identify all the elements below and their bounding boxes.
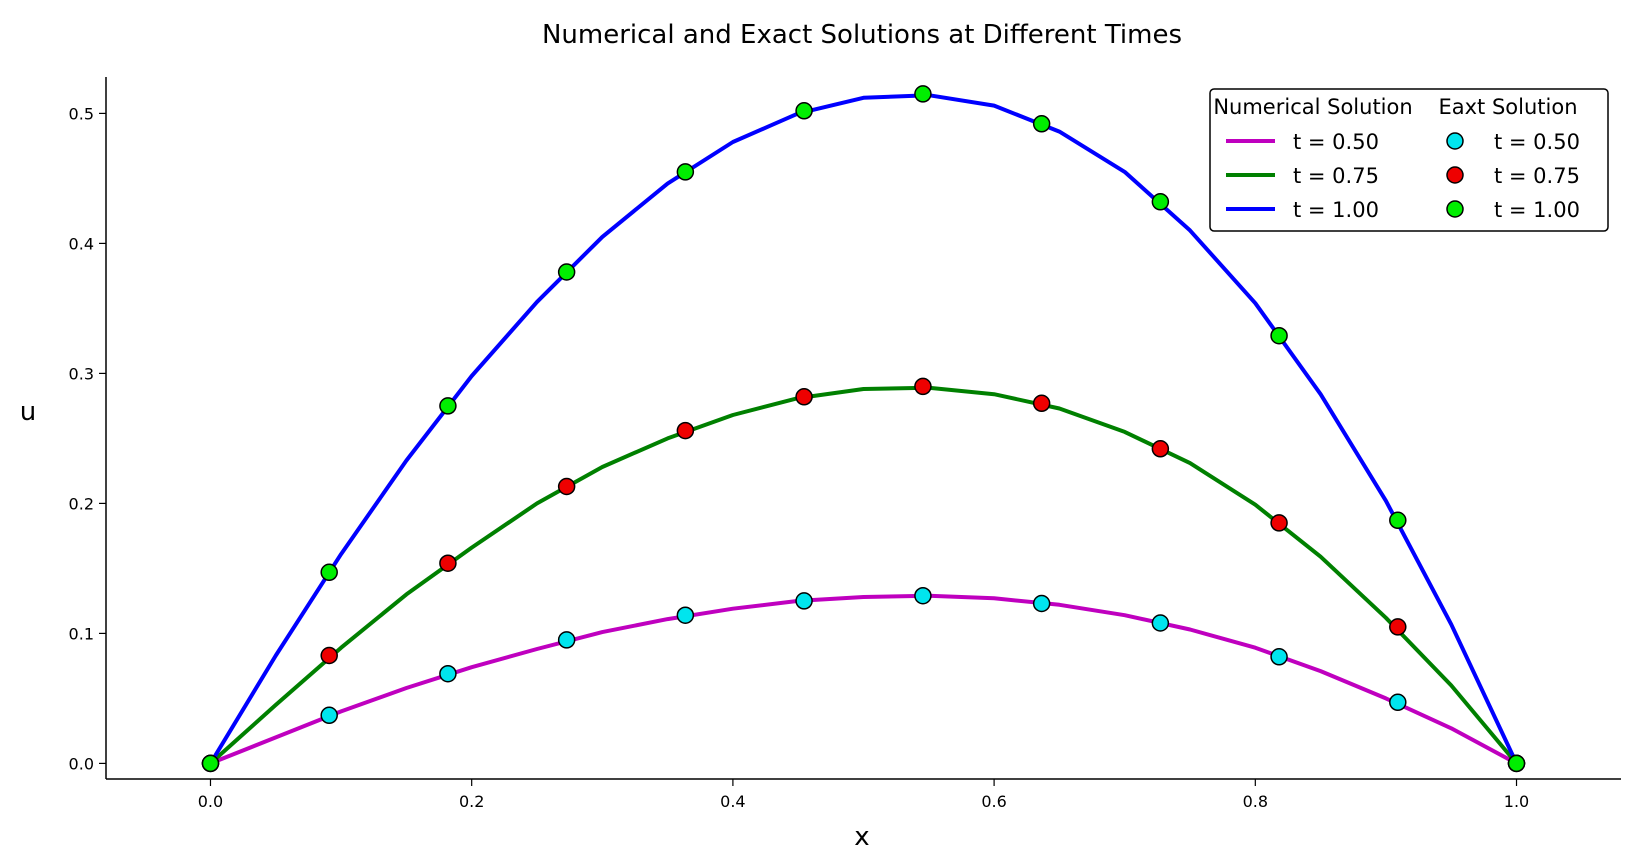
exact-point-t100 <box>1270 326 1288 345</box>
exact-point-t075 <box>439 554 457 572</box>
legend-marker-t050 <box>1446 132 1464 150</box>
y-tick-label: 0.5 <box>69 104 94 123</box>
legend: Numerical Solution Eaxt Solution t = 0.5… <box>1209 88 1609 232</box>
exact-point-t050 <box>1389 693 1407 712</box>
legend-label-numerical-t075: t = 0.75 <box>1293 164 1379 188</box>
exact-point-t075 <box>676 421 695 440</box>
exact-point-t050 <box>1151 614 1170 632</box>
numerical-line-t050 <box>208 593 1519 766</box>
numerical-line-t100 <box>208 93 1519 766</box>
exact-point-t100 <box>914 85 932 103</box>
exact-point-t100 <box>676 163 695 181</box>
chart-title: Numerical and Exact Solutions at Differe… <box>542 20 1182 50</box>
x-tick-label: 0.4 <box>720 792 745 811</box>
exact-point-t100 <box>320 563 338 582</box>
exact-point-t050 <box>1032 594 1051 613</box>
y-tick-label: 0.3 <box>69 364 94 383</box>
exact-point-t100 <box>795 102 813 120</box>
legend-label-exact-t075: t = 0.75 <box>1494 164 1580 188</box>
x-ticks: 0.0 0.2 0.4 0.6 0.8 1.0 <box>198 779 1529 811</box>
axes <box>105 77 1621 780</box>
exact-point-t075 <box>914 377 932 396</box>
legend-marker-t075 <box>1446 166 1464 184</box>
exact-point-t050 <box>439 664 457 683</box>
exact-point-t075 <box>1151 440 1170 458</box>
exact-point-t100 <box>1507 754 1526 773</box>
exact-point-t050 <box>914 586 932 605</box>
legend-label-exact-t100: t = 1.00 <box>1494 198 1580 222</box>
legend-label-numerical-t050: t = 0.50 <box>1293 130 1379 154</box>
legend-title-numerical: Numerical Solution <box>1213 95 1412 119</box>
x-tick-label: 1.0 <box>1504 792 1529 811</box>
exact-point-t100 <box>1032 115 1051 133</box>
y-tick-label: 0.2 <box>69 494 94 513</box>
legend-marker-t100 <box>1446 200 1464 218</box>
exact-point-t050 <box>795 592 813 610</box>
exact-point-t075 <box>1270 514 1288 532</box>
y-ticks: 0.0 0.1 0.2 0.3 0.4 0.5 <box>69 104 106 773</box>
y-axis-label: u <box>20 397 36 427</box>
legend-label-exact-t050: t = 0.50 <box>1494 130 1580 154</box>
exact-point-t050 <box>1270 648 1288 666</box>
x-axis-label: x <box>854 822 869 852</box>
exact-point-t100 <box>439 397 457 415</box>
exact-point-t075 <box>1032 394 1051 413</box>
y-tick-label: 0.0 <box>69 754 94 773</box>
legend-frame <box>1209 88 1609 232</box>
exact-point-t075 <box>320 646 338 665</box>
exact-point-t075 <box>557 477 576 496</box>
exact-markers <box>201 85 1526 773</box>
y-tick-label: 0.1 <box>69 624 94 643</box>
exact-point-t050 <box>320 706 338 725</box>
x-tick-label: 0.2 <box>459 792 484 811</box>
exact-point-t050 <box>557 631 576 649</box>
exact-point-t100 <box>557 263 576 281</box>
legend-label-numerical-t100: t = 1.00 <box>1293 198 1379 222</box>
x-tick-label: 0.6 <box>981 792 1006 811</box>
numerical-line-t075 <box>208 385 1519 766</box>
exact-point-t100 <box>1151 193 1170 211</box>
exact-point-t050 <box>676 606 695 624</box>
x-tick-label: 0.8 <box>1243 792 1268 811</box>
legend-title-exact: Eaxt Solution <box>1438 95 1577 119</box>
exact-point-t075 <box>795 388 813 406</box>
exact-point-t100 <box>201 754 220 773</box>
exact-point-t075 <box>1389 618 1407 636</box>
exact-point-t100 <box>1389 511 1407 530</box>
numerical-lines <box>208 93 1519 766</box>
x-tick-label: 0.0 <box>198 792 223 811</box>
y-tick-label: 0.4 <box>69 234 94 253</box>
